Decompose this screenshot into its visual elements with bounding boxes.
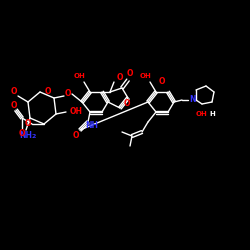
Text: OH: OH	[74, 73, 86, 79]
Text: O: O	[45, 88, 51, 96]
Text: O: O	[19, 128, 25, 138]
Text: OH: OH	[196, 111, 208, 117]
Text: O: O	[65, 90, 71, 98]
Text: H: H	[209, 111, 215, 117]
Text: 2: 2	[32, 134, 36, 138]
Text: O: O	[124, 98, 130, 108]
Text: O: O	[11, 102, 17, 110]
Text: NH: NH	[20, 132, 32, 140]
Text: O: O	[127, 70, 133, 78]
Text: O: O	[11, 88, 17, 96]
Text: NH: NH	[86, 122, 98, 130]
Text: O: O	[73, 130, 79, 140]
Text: O: O	[25, 120, 31, 128]
Text: O: O	[117, 74, 123, 82]
Text: N: N	[189, 96, 195, 104]
Text: OH: OH	[70, 108, 82, 116]
Text: O: O	[159, 78, 165, 86]
Text: OH: OH	[140, 73, 152, 79]
